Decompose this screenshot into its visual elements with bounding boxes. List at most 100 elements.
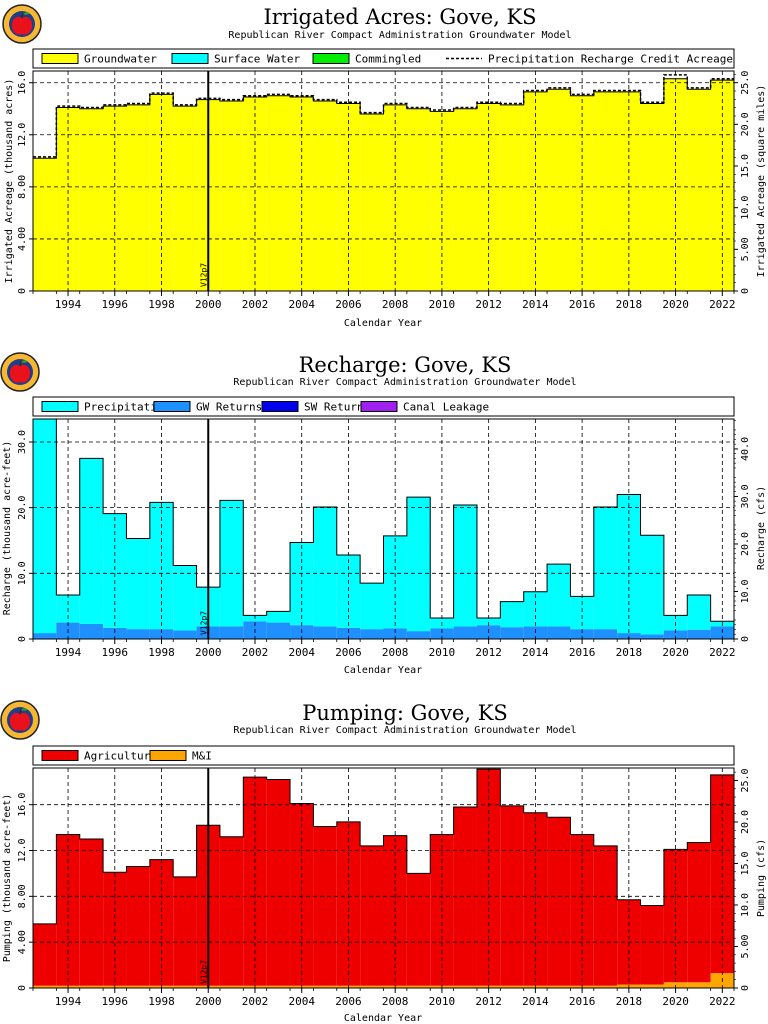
bar-segment xyxy=(33,633,57,639)
y-tick-label: 30.0 xyxy=(17,430,28,454)
bar-segment xyxy=(500,985,524,988)
bar-segment xyxy=(103,872,127,986)
x-axis-label: Calendar Year xyxy=(344,665,422,676)
x-tick-label: 2008 xyxy=(382,646,409,659)
x-tick-label: 2006 xyxy=(335,995,362,1008)
bar-outline xyxy=(33,78,734,159)
legend-swatch xyxy=(360,401,398,412)
x-tick-label: 2018 xyxy=(616,298,643,311)
bar-segment xyxy=(33,158,57,291)
bar-segment xyxy=(570,629,594,639)
y-right-tick-label: 20.0 xyxy=(740,532,751,556)
bar-segment xyxy=(313,826,337,986)
bar-segment xyxy=(430,628,454,639)
bar-segment xyxy=(453,806,477,986)
y-tick-label: 12.0 xyxy=(17,838,28,862)
bar-segment xyxy=(266,985,291,988)
legend-box xyxy=(32,745,735,766)
y-right-tick-label: 25.0 xyxy=(740,71,751,95)
y-right-tick-label: 0 xyxy=(740,288,751,294)
bar-segment xyxy=(640,905,664,985)
y-right-tick-label: 30.0 xyxy=(740,484,751,508)
bar-segment xyxy=(663,630,688,639)
bar-segment xyxy=(500,601,524,628)
pumping-panel: Pumping: Gove, KS Republican River Compa… xyxy=(0,700,767,1024)
bar-segment xyxy=(687,982,711,988)
bar-segment xyxy=(453,505,477,627)
bar-segment xyxy=(103,627,127,639)
x-tick-label: 2010 xyxy=(429,646,456,659)
x-tick-label: 2016 xyxy=(569,995,596,1008)
bar-segment xyxy=(266,95,291,291)
x-tick-label: 1996 xyxy=(102,995,129,1008)
bar-segment xyxy=(313,985,337,988)
bar-segment xyxy=(33,419,57,634)
y-axis-label: Recharge (thousand acre-feet) xyxy=(2,441,13,616)
y-right-tick-label: 20.0 xyxy=(740,810,751,834)
x-tick-label: 2018 xyxy=(616,995,643,1008)
bar-segment xyxy=(313,507,337,627)
x-tick-label: 2004 xyxy=(288,646,315,659)
y-tick-label: 16.0 xyxy=(17,71,28,95)
y-tick-label: 12.0 xyxy=(17,123,28,147)
bar-segment xyxy=(360,845,384,986)
bar-segment xyxy=(500,627,524,639)
chart-title: Irrigated Acres: Gove, KS xyxy=(263,5,536,29)
y-right-tick-label: 40.0 xyxy=(740,437,751,461)
y-axis-label-right: Pumping (cfs) xyxy=(756,839,767,917)
chart-title: Pumping: Gove, KS xyxy=(302,701,508,725)
y-axis-label-right: Recharge (cfs) xyxy=(756,486,767,570)
x-tick-label: 1996 xyxy=(102,646,129,659)
bar-segment xyxy=(243,97,267,292)
x-axis-label: Calendar Year xyxy=(344,318,422,329)
apple-logo-icon xyxy=(2,4,42,44)
chart-subtitle: Republican River Compact Administration … xyxy=(228,30,571,41)
bar-outline xyxy=(33,418,734,622)
bar-segment xyxy=(406,108,431,291)
x-tick-label: 2004 xyxy=(288,995,315,1008)
bar-segment xyxy=(173,106,197,292)
recharge-panel: Recharge: Gove, KS Republican River Comp… xyxy=(0,352,767,676)
bar-segment xyxy=(266,622,291,639)
bar-segment xyxy=(79,108,104,291)
bar-segment xyxy=(336,627,361,639)
x-tick-label: 2000 xyxy=(195,646,222,659)
bar-segment xyxy=(476,617,501,626)
bar-segment xyxy=(430,111,454,291)
y-right-tick-label: 10.0 xyxy=(740,579,751,603)
legend-swatch xyxy=(41,401,79,412)
legend-label: Groundwater xyxy=(84,53,157,66)
x-tick-label: 2000 xyxy=(195,298,222,311)
x-tick-label: 2022 xyxy=(709,995,736,1008)
x-tick-label: 1998 xyxy=(148,298,175,311)
x-tick-label: 2020 xyxy=(662,995,689,1008)
bar-segment xyxy=(360,629,384,639)
bar-segment xyxy=(640,535,664,635)
x-tick-label: 2006 xyxy=(335,646,362,659)
bar-segment xyxy=(149,502,174,630)
bar-segment xyxy=(360,985,384,988)
legend-swatch xyxy=(171,53,209,64)
legend-label: SW Returns xyxy=(304,401,370,414)
legend-label: Surface Water xyxy=(214,53,300,66)
bar-segment xyxy=(687,842,711,983)
x-tick-label: 2006 xyxy=(335,298,362,311)
bar-segment xyxy=(219,836,244,986)
y-axis-label-right: Irrigated Acreage (square miles) xyxy=(756,85,767,278)
bar-segment xyxy=(219,626,244,639)
bar-segment xyxy=(79,985,104,988)
legend-label: Canal Leakage xyxy=(403,401,489,414)
y-tick-label: 8.00 xyxy=(17,884,28,908)
x-tick-label: 2014 xyxy=(522,646,549,659)
x-tick-label: 2018 xyxy=(616,646,643,659)
bar-segment xyxy=(126,866,150,986)
x-tick-label: 2004 xyxy=(288,298,315,311)
bar-segment xyxy=(126,538,150,630)
legend-label: Precipitation xyxy=(84,401,170,414)
chart-title: Recharge: Gove, KS xyxy=(299,353,512,377)
y-tick-label: 20.0 xyxy=(17,496,28,520)
apple-logo-icon xyxy=(0,352,40,392)
y-right-tick-label: 5.00 xyxy=(740,934,751,958)
legend-swatch xyxy=(149,750,187,761)
chart-subtitle: Republican River Compact Administration … xyxy=(233,725,576,736)
